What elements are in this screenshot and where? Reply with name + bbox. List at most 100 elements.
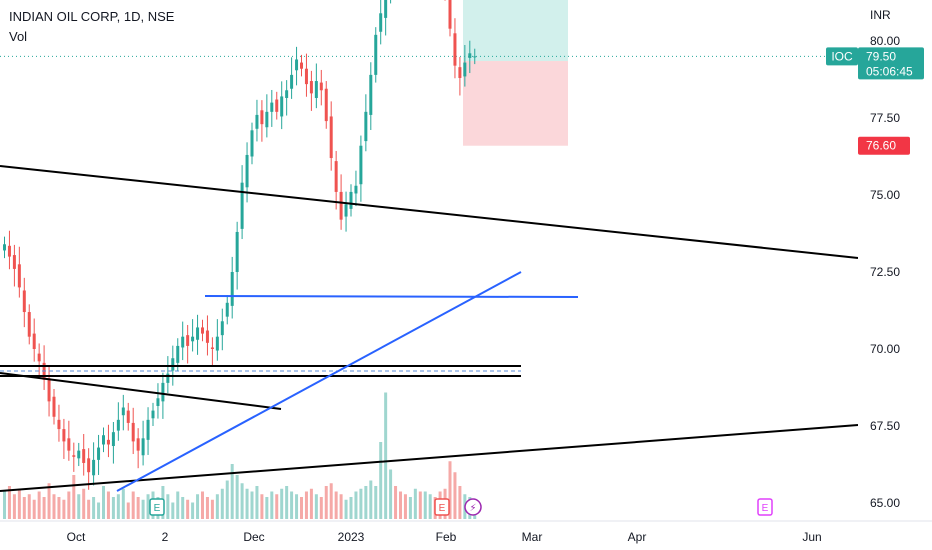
price-tick: 70.00	[870, 342, 900, 356]
event-marker-label: E	[762, 503, 769, 514]
volume-bar	[270, 491, 274, 519]
volume-bar	[205, 497, 209, 519]
candle-body	[359, 145, 363, 185]
candle-body	[102, 435, 105, 445]
earnings-marker-icon[interactable]	[757, 498, 773, 516]
volume-bar	[290, 491, 294, 519]
candle-body	[161, 382, 165, 402]
split-marker-icon[interactable]	[464, 498, 482, 516]
candle-body	[255, 114, 259, 129]
candle-body	[141, 438, 145, 456]
time-tick: Feb	[436, 530, 457, 544]
candle-body	[215, 336, 219, 351]
time-tick: Apr	[628, 530, 647, 544]
volume-bar	[458, 486, 462, 519]
volume-bar	[225, 480, 229, 519]
volume-bar	[97, 502, 101, 519]
candle-body	[225, 302, 229, 317]
candle-body	[240, 182, 244, 229]
candle-body	[196, 327, 200, 340]
descending-trendline[interactable]	[0, 372, 282, 410]
candle-body	[468, 53, 472, 58]
volume-bar	[126, 502, 130, 519]
candle-body	[463, 62, 467, 77]
volume-bar	[265, 497, 269, 519]
candle-body	[334, 161, 338, 192]
candle-body	[151, 410, 155, 419]
candle-body	[111, 432, 115, 447]
candle-body	[220, 321, 224, 336]
volume-bar	[394, 486, 398, 519]
volume-bar	[354, 491, 358, 519]
volume-bar	[369, 480, 373, 519]
time-tick: Dec	[243, 530, 264, 544]
candle-body	[319, 82, 323, 91]
volume-bar	[423, 491, 427, 519]
time-tick: Mar	[522, 530, 543, 544]
volume-bar	[121, 488, 125, 519]
rising-support-line[interactable]	[116, 271, 522, 492]
time-axis[interactable]: Oct 2 Dec 2023 Feb Mar Apr Jun	[0, 520, 932, 544]
volume-bar	[57, 497, 61, 519]
volume-bar	[418, 491, 422, 519]
symbol-badge	[826, 47, 858, 66]
candle-body	[329, 116, 333, 159]
volume-bar	[403, 494, 407, 519]
candle-body	[280, 96, 284, 117]
event-marker-label: E	[154, 503, 161, 514]
candle-body	[265, 111, 269, 128]
volume-bar	[22, 497, 26, 519]
volume-bar	[379, 442, 383, 519]
price-tick: 65.00	[870, 496, 900, 510]
candle-body	[285, 90, 289, 98]
last-price-badge	[858, 47, 924, 80]
volume-bar	[52, 494, 56, 519]
price-axis[interactable]: INR95.0092.5090.0087.5085.0082.5080.0077…	[858, 0, 932, 520]
candles	[3, 0, 477, 490]
volume-bar	[131, 491, 135, 519]
candle-body	[473, 56, 477, 58]
candle-body	[126, 410, 130, 423]
volume-bar	[399, 491, 402, 519]
volume-bar	[359, 488, 363, 519]
time-tick: Jun	[802, 530, 821, 544]
time-tick: 2023	[338, 530, 365, 544]
volume-bar	[364, 486, 368, 519]
candle-body	[448, 0, 452, 29]
horizontal-support-line[interactable]	[204, 295, 579, 298]
chart-title: INDIAN OIL CORP, 1D, NSE	[9, 9, 175, 24]
volume-bar	[334, 491, 338, 519]
volume-bar	[87, 499, 91, 519]
volume-bar	[300, 497, 303, 519]
candle-body	[131, 422, 135, 442]
volume-bar	[47, 483, 51, 519]
candle-body	[92, 459, 96, 476]
candle-body	[106, 439, 110, 445]
earnings-marker-icon[interactable]	[434, 498, 450, 516]
volume-bar	[146, 494, 150, 519]
candle-body	[62, 429, 66, 442]
volume-bar	[72, 475, 76, 519]
candle-body	[176, 345, 180, 363]
earnings-marker-icon[interactable]	[149, 498, 165, 516]
volume-bar	[102, 486, 105, 519]
time-tick: 2	[162, 530, 169, 544]
candle-body	[309, 81, 313, 94]
volume-bar	[106, 491, 110, 519]
candle-body	[458, 67, 462, 78]
price-tick: 67.50	[870, 419, 900, 433]
candle-body	[230, 272, 234, 306]
lower-trendline[interactable]	[0, 424, 859, 492]
price-badge	[858, 136, 910, 155]
volume-bar	[314, 494, 318, 519]
candle-body	[270, 102, 274, 112]
volume-bar	[17, 488, 21, 519]
volume-bar	[374, 486, 378, 519]
candle-body	[52, 396, 56, 417]
volume-bar	[295, 494, 299, 519]
volume-bar	[181, 497, 185, 519]
candle-body	[300, 62, 303, 69]
upper-trendline[interactable]	[0, 165, 859, 259]
